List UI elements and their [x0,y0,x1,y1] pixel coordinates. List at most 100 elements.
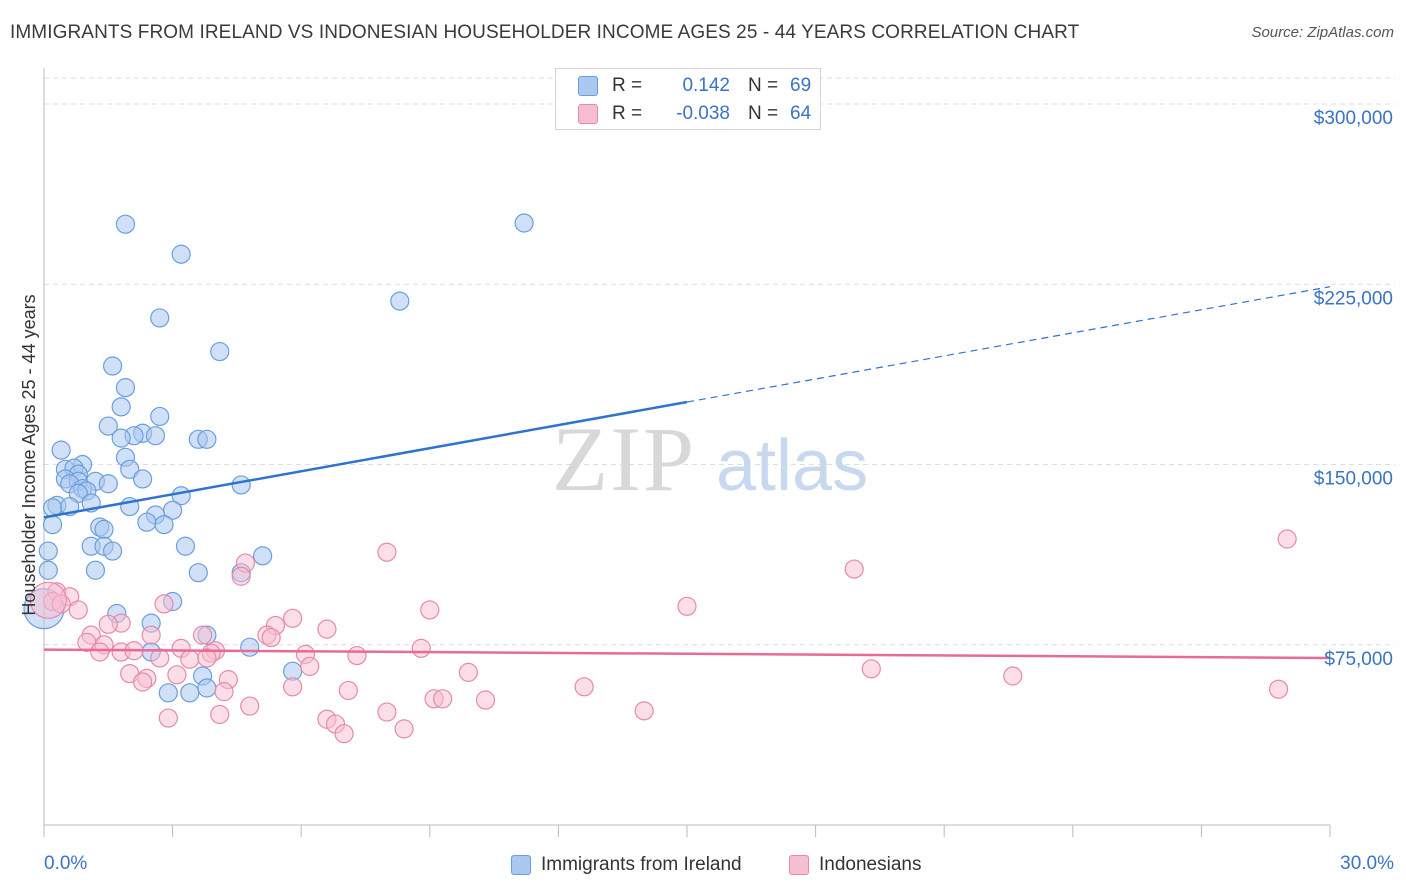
x-tick-label-min: 0.0% [44,853,87,874]
trend-lines [43,286,1331,660]
point-indonesians [634,701,654,721]
watermark-atlas: atlas [716,426,868,506]
point-ireland [240,637,260,657]
legend-swatch-indonesians [789,855,809,875]
legend-swatch-blue [578,76,598,96]
axes [43,68,1331,837]
point-ireland [98,416,118,436]
point-ireland [111,397,131,417]
point-ireland [115,378,136,398]
legend-row-ireland: R = 0.142 N = 69 [578,74,811,98]
point-ireland [102,356,123,376]
point-ireland [197,678,217,698]
y-axis-title: Householder Income Ages 25 - 44 years [19,294,39,615]
point-ireland [210,341,230,362]
point-ireland [102,541,123,561]
y-tick-label: $300,000 [1314,108,1393,129]
chart-source: Source: ZipAtlas.com [1251,24,1394,41]
point-ireland [175,536,196,556]
point-indonesians [197,648,217,668]
legend-r-value: -0.038 [676,103,730,124]
trend-line-ireland [43,400,688,519]
point-ireland [150,406,170,427]
point-ireland [253,546,273,566]
legend-row-indonesians: R = -0.038 N = 64 [578,102,811,126]
point-ireland [42,515,63,535]
point-indonesians [193,625,213,645]
point-ireland [197,429,217,449]
trend-line-indonesians [43,648,1331,660]
point-indonesians [334,724,354,744]
point-indonesians [338,680,358,701]
point-indonesians [1277,529,1297,549]
point-ireland [137,512,157,532]
point-indonesians [141,625,161,645]
legend-swatch-ireland [511,855,531,875]
point-indonesians [411,638,431,658]
point-ireland [111,428,131,448]
point-ireland [98,474,118,494]
point-indonesians [677,596,697,616]
point-ireland [180,683,200,703]
legend-swatch-pink [578,104,598,124]
point-ireland [94,519,114,540]
point-ireland [145,426,166,446]
legend-r-value: 0.142 [682,75,730,96]
point-indonesians [283,677,303,697]
legend-item-ireland[interactable]: Immigrants from Ireland [511,852,742,878]
point-indonesians [167,665,187,685]
point-indonesians [574,677,594,697]
point-ireland [38,541,58,561]
point-ireland [150,308,170,328]
point-ireland [514,213,534,233]
point-indonesians [458,662,478,682]
point-ireland [231,475,251,495]
watermark-zip: ZIP [552,408,696,510]
point-indonesians [29,581,67,619]
legend-n-key: N = [748,103,779,124]
trend-line-ireland-extrapolated [686,286,1331,403]
point-ireland [85,560,106,580]
legend-n-value: 69 [790,75,812,96]
y-tick-label: $225,000 [1314,288,1393,309]
point-indonesians [300,656,320,676]
point-indonesians [231,566,251,586]
point-ireland [154,515,174,535]
point-ireland [38,560,58,580]
point-ireland [158,683,178,703]
legend-n-key: N = [748,75,779,96]
point-indonesians [132,672,153,692]
point-indonesians [90,642,110,662]
point-indonesians [158,708,178,728]
point-indonesians [68,600,88,620]
point-indonesians [377,542,397,562]
point-indonesians [433,689,453,709]
point-ireland [132,469,153,489]
point-indonesians [283,608,303,628]
legend-label-ireland: Immigrants from Ireland [541,854,742,875]
x-tick-label-max: 30.0% [1340,853,1394,874]
point-ireland [51,440,71,460]
point-indonesians [150,648,170,668]
point-indonesians [214,682,234,702]
legend-label-indonesians: Indonesians [819,854,922,875]
point-indonesians [861,659,881,679]
point-ireland [115,214,136,234]
point-indonesians [210,704,230,725]
point-indonesians [420,600,440,620]
point-indonesians [154,594,174,614]
point-indonesians [394,719,414,739]
y-tick-label: $75,000 [1324,649,1393,670]
legend-n-value: 64 [790,103,812,124]
point-ireland [120,459,140,479]
legend-r-key: R = [612,103,643,124]
y-tick-label: $150,000 [1314,469,1393,490]
chart-title: IMMIGRANTS FROM IRELAND VS INDONESIAN HO… [10,22,1080,43]
point-indonesians [98,614,118,634]
point-indonesians [475,690,496,710]
point-indonesians [1268,679,1289,699]
legend-item-indonesians[interactable]: Indonesians [789,852,921,878]
point-indonesians [377,702,397,722]
series-indonesians-points [29,529,1297,744]
